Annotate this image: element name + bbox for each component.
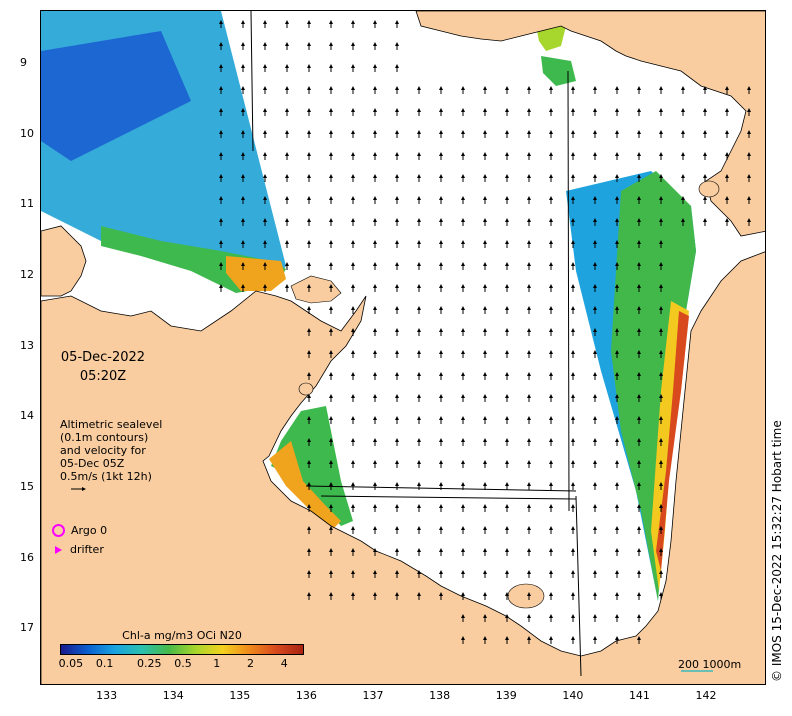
map-canvas[interactable]	[41, 11, 766, 685]
reference-arrow-icon	[71, 487, 86, 491]
colorbar-tick-label: 0.1	[95, 657, 114, 670]
drifter-label: drifter	[70, 543, 104, 556]
scale-bar-label: 200 1000m	[678, 658, 742, 671]
land-layer	[41, 11, 765, 684]
longitude-tick: 138	[429, 689, 451, 702]
colorbar-tick-label: 0.05	[58, 657, 84, 670]
longitude-tick: 133	[96, 689, 118, 702]
time-text: 05:20Z	[79, 369, 127, 384]
land-islands-north	[290, 275, 342, 304]
chl-swath-east-nearshore	[656, 311, 689, 571]
latitude-tick: 12	[20, 268, 34, 282]
chl-swath-gulf-west-coastal	[269, 441, 341, 531]
longitude-tick: 134	[162, 689, 184, 702]
chl-swath-gulf-north-2	[541, 56, 576, 86]
latitude-tick: 14	[20, 409, 34, 423]
colorbar-title: Chl-a mg/m3 OCi N20	[122, 629, 242, 642]
scale-bar: 200 1000m	[678, 658, 741, 671]
latitude-tick: 9	[20, 56, 27, 69]
colorbar-ticks: 0.05 0.1 0.25 0.5 1 2 4	[58, 655, 304, 670]
chl-swath-east-green	[611, 171, 696, 601]
argo-circle-icon	[52, 524, 65, 537]
colorbar-tick-label: 0.25	[136, 657, 162, 670]
date-text: 05-Dec-2022	[60, 350, 146, 365]
sealevel-contours	[250, 11, 582, 677]
argo-label: Argo 0	[71, 524, 108, 537]
note-line: Altimetric sealevel	[60, 418, 163, 431]
colorbar-tick-label: 0.5	[174, 657, 192, 670]
longitude-tick: 140	[562, 689, 584, 702]
land-island-south	[507, 583, 545, 609]
current-velocity-arrows	[219, 20, 751, 644]
longitude-tick: 136	[295, 689, 317, 702]
note-line: and velocity for	[60, 444, 146, 457]
legend-drifter: drifter	[52, 543, 104, 556]
drifter-triangle-icon	[55, 545, 62, 554]
timestamp: © IMOS 15-Dec-2022 15:32:27 Hobart time	[770, 420, 784, 682]
latitude-tick: 16	[20, 550, 34, 564]
contour-line	[567, 70, 570, 512]
note-line: (0.1m contours)	[60, 431, 149, 444]
colorbar-tick-label: 2	[247, 657, 254, 670]
contour-line	[250, 11, 254, 152]
colorbar-tick-label: 4	[280, 657, 288, 670]
map-frame[interactable]	[40, 10, 766, 685]
note-line: 0.5m/s (1kt 12h)	[60, 470, 152, 483]
land-cape-york	[415, 11, 765, 237]
contour-line	[575, 495, 582, 677]
longitude-tick: 141	[628, 689, 650, 702]
land-west-peninsula	[41, 225, 87, 297]
latitude-tick: 13	[20, 338, 34, 352]
chl-swath-northwest-deep	[41, 31, 191, 161]
colorbar: Chl-a mg/m3 OCi N20 0.05 0.1 0.25 0.5 1 2 4	[58, 629, 304, 670]
land-island-gulf	[298, 382, 314, 396]
contour-line	[320, 495, 577, 500]
colorbar-gradient	[60, 644, 304, 655]
longitude-tick: 137	[362, 689, 384, 702]
chl-swath-gulf-north	[536, 26, 566, 51]
altimetry-note: Altimetric sealevel (0.1m contours) and …	[60, 418, 162, 496]
longitude-tick: 135	[229, 689, 251, 702]
latitude-tick: 17	[20, 621, 34, 635]
contour-line	[305, 485, 577, 492]
latitude-tick: 15	[20, 480, 34, 494]
latitude-tick: 11	[20, 197, 34, 211]
legend-argo: Argo 0	[52, 524, 107, 537]
latitude-tick: 10	[20, 126, 34, 140]
land-northern-territory	[41, 251, 765, 684]
date-label: 05-Dec-2022 05:20Z	[60, 348, 146, 386]
colorbar-tick-label: 1	[213, 657, 221, 670]
land-island-east	[698, 180, 720, 198]
longitude-tick: 142	[695, 689, 717, 702]
longitude-tick: 139	[495, 689, 517, 702]
note-line: 05-Dec 05Z	[60, 457, 125, 470]
